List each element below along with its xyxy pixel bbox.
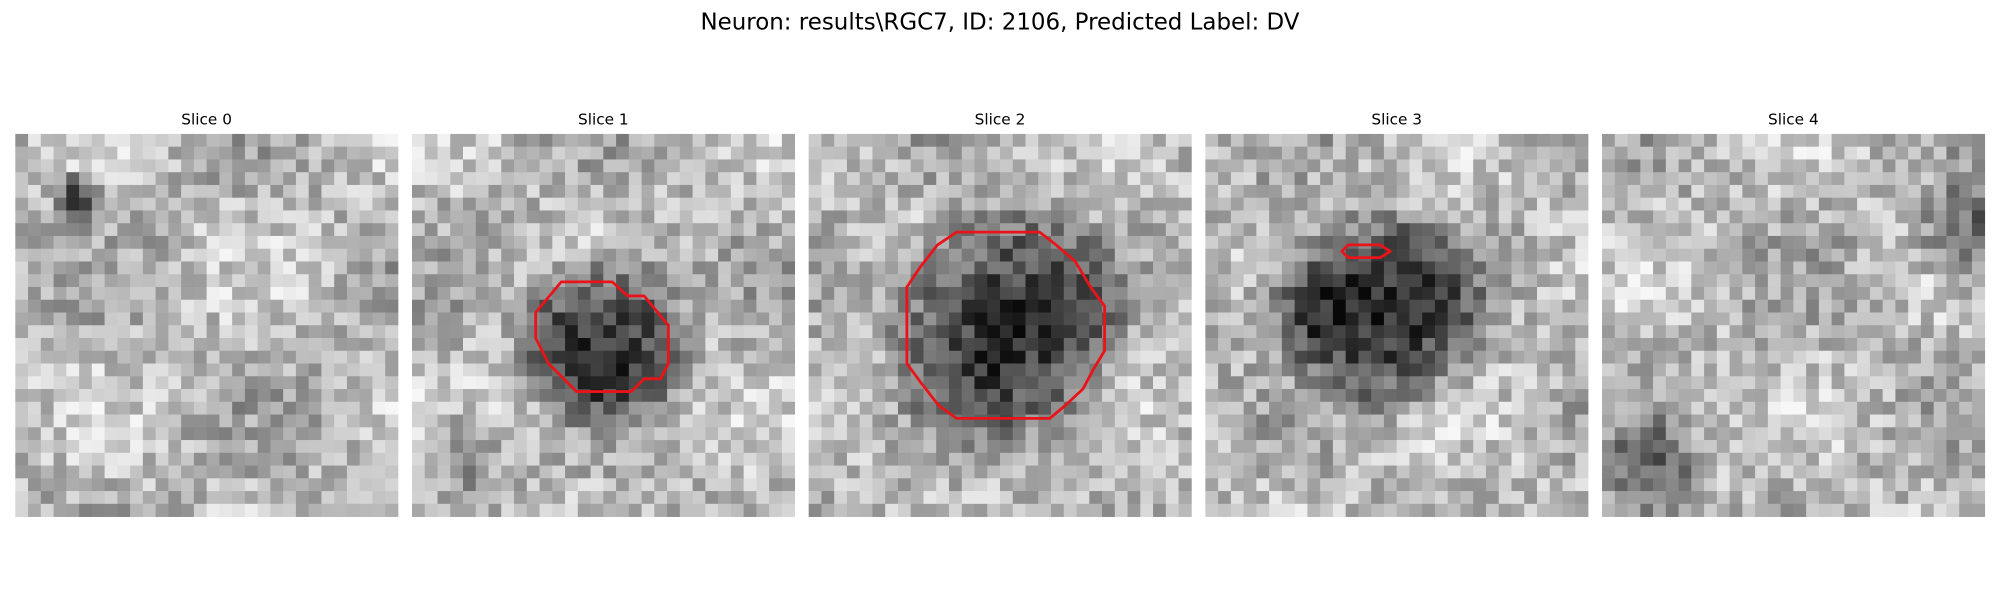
contour [1340, 243, 1392, 260]
slice-image [411, 133, 796, 517]
contour [905, 230, 1106, 420]
panel-title: Slice 4 [1768, 110, 1819, 128]
slice-image [1602, 133, 1986, 517]
contour [534, 280, 670, 393]
figure-title: Neuron: results\RGC7, ID: 2106, Predicte… [700, 9, 1299, 35]
slice-image [15, 133, 399, 517]
panel-title: Slice 3 [1371, 110, 1422, 128]
panel-title: Slice 1 [578, 110, 629, 128]
panel-title: Slice 2 [975, 110, 1026, 128]
panel-title: Slice 0 [181, 110, 232, 128]
slice-image [808, 133, 1192, 517]
slice-image [1205, 133, 1589, 517]
